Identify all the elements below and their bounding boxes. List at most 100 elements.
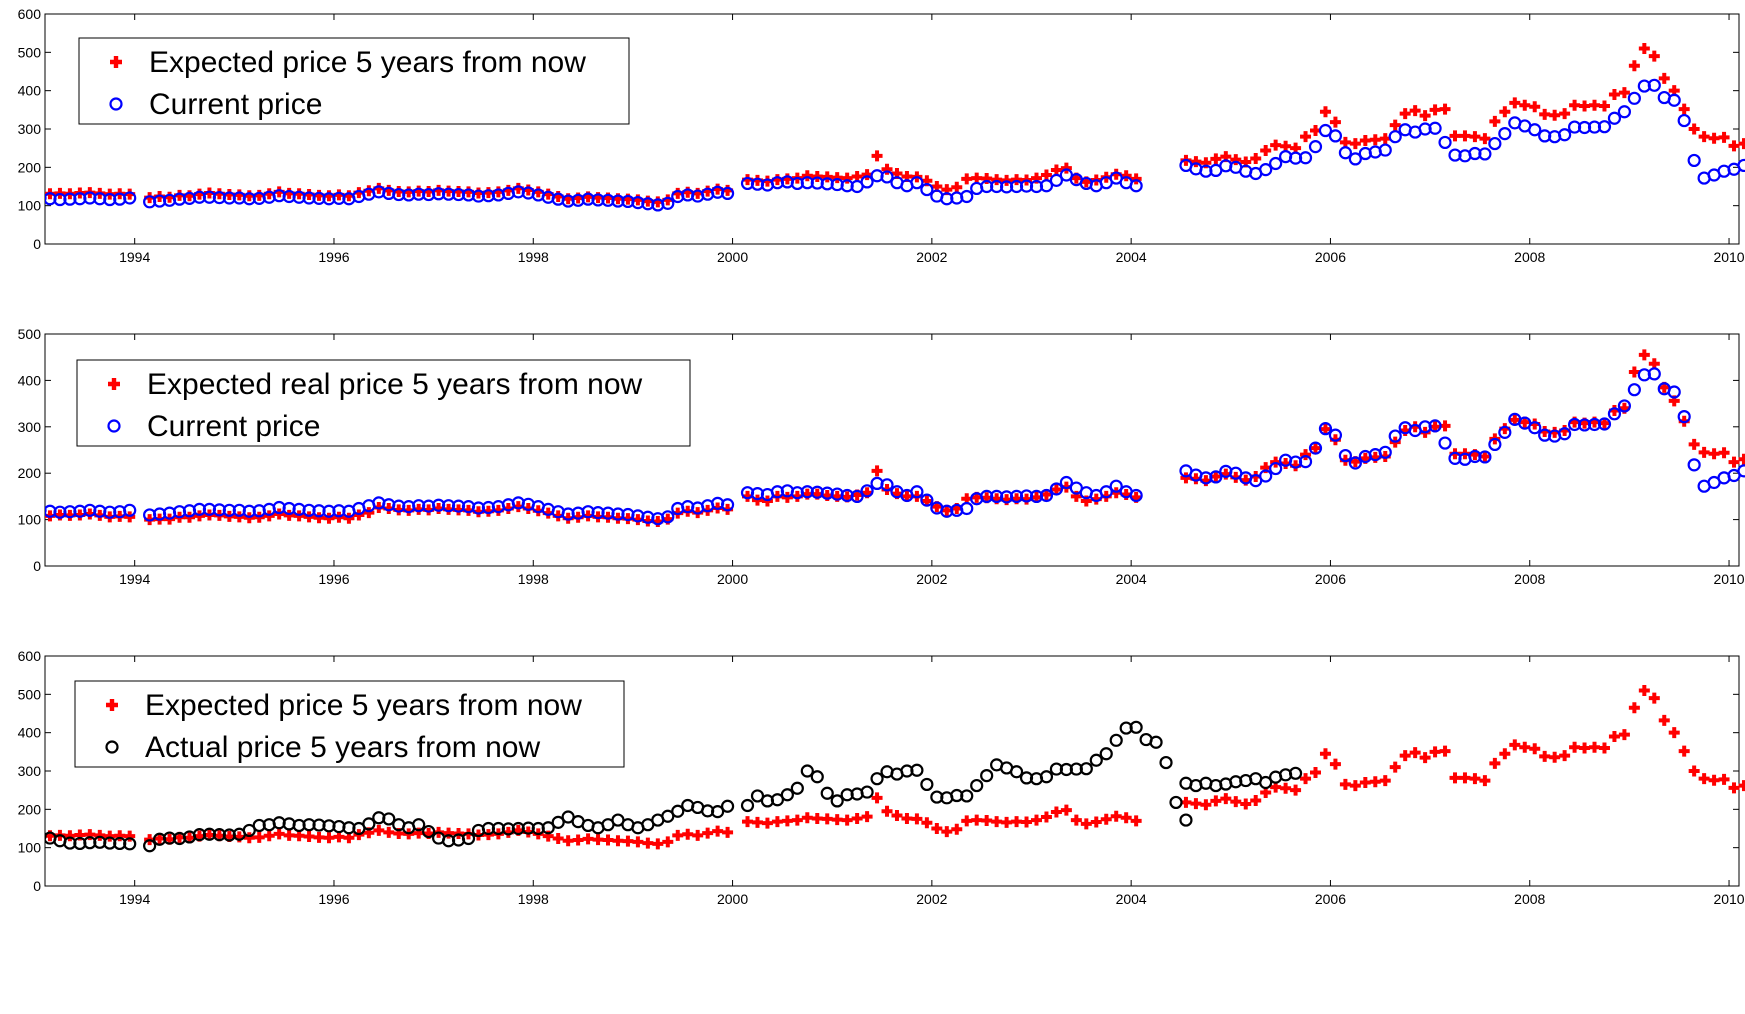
data-point-plus: [1509, 414, 1521, 426]
data-point-plus: [1120, 170, 1132, 182]
data-point-plus: [981, 814, 993, 826]
data-point-plus: [502, 502, 514, 514]
data-point-circle: [1478, 147, 1492, 161]
data-point-plus: [662, 513, 674, 525]
data-point-plus: [1598, 417, 1610, 429]
data-point-plus: [951, 823, 963, 835]
data-point-plus: [1319, 423, 1331, 435]
data-point-plus: [961, 173, 973, 185]
y-tick-label: 400: [18, 372, 42, 388]
data-point-circle: [1388, 130, 1402, 144]
data-point-plus: [1240, 156, 1252, 168]
data-point-plus: [1001, 494, 1013, 506]
data-point-plus: [482, 187, 494, 199]
data-point-plus: [1648, 692, 1660, 704]
data-point-plus: [1030, 172, 1042, 184]
x-tick-label: 1994: [119, 249, 150, 265]
data-point-plus: [1110, 168, 1122, 180]
data-point-plus: [433, 502, 445, 514]
data-point-plus: [1080, 495, 1092, 507]
data-point-circle: [711, 805, 725, 819]
data-point-plus: [652, 838, 664, 850]
data-point-plus: [1589, 741, 1601, 753]
data-point-circle: [720, 186, 735, 200]
data-point-circle: [1259, 775, 1273, 790]
data-point-plus: [911, 813, 923, 825]
data-point-plus: [243, 832, 255, 844]
data-point-circle: [1259, 469, 1273, 483]
data-point-plus: [1608, 731, 1620, 742]
data-point-plus: [443, 827, 455, 839]
y-tick-label: 500: [18, 44, 42, 60]
data-point-plus: [1589, 416, 1601, 428]
data-point-plus: [702, 185, 714, 197]
data-point-plus: [562, 512, 574, 524]
data-point-plus: [472, 187, 484, 199]
data-point-circle: [1607, 111, 1622, 125]
data-point-circle: [1737, 158, 1745, 173]
data-point-plus: [941, 826, 953, 838]
data-point-circle: [860, 175, 874, 189]
data-point-plus: [373, 182, 385, 194]
data-point-plus: [921, 817, 933, 829]
data-point-plus: [1449, 772, 1461, 784]
data-point-circle: [960, 189, 974, 204]
data-point-circle: [1338, 146, 1352, 160]
data-point-circle: [1667, 93, 1681, 107]
data-point-circle: [970, 778, 984, 793]
data-point-plus: [54, 509, 66, 521]
data-point-plus: [791, 490, 803, 502]
data-point-plus: [742, 816, 754, 828]
data-point-plus: [1250, 470, 1262, 482]
data-point-circle: [1597, 120, 1612, 134]
data-point-plus: [522, 502, 534, 514]
data-point-circle: [1687, 458, 1701, 472]
x-tick-label: 2008: [1514, 891, 1545, 907]
data-point-plus: [243, 190, 255, 202]
data-point-plus: [174, 189, 186, 201]
legend-marker: [108, 378, 120, 390]
data-point-plus: [652, 196, 664, 208]
data-point-plus: [1120, 489, 1132, 501]
data-point-circle: [1488, 437, 1502, 452]
data-point-plus: [64, 509, 76, 521]
data-point-circle: [1498, 425, 1512, 439]
data-point-plus: [871, 792, 883, 804]
data-point-plus: [1688, 123, 1700, 135]
data-point-circle: [1149, 735, 1163, 749]
data-point-plus: [1658, 381, 1670, 393]
data-point-plus: [1210, 470, 1222, 482]
x-tick-label: 2002: [916, 249, 947, 265]
y-tick-label: 200: [18, 801, 42, 817]
data-point-circle: [1109, 733, 1123, 747]
data-point-plus: [1608, 89, 1620, 100]
data-point-plus: [961, 815, 973, 827]
data-point-plus: [632, 514, 644, 526]
data-point-circle: [661, 196, 675, 210]
data-point-plus: [1479, 133, 1491, 145]
data-point-plus: [552, 832, 564, 844]
data-point-plus: [94, 509, 106, 521]
data-point-plus: [1319, 748, 1331, 760]
data-point-plus: [1040, 489, 1052, 501]
data-point-circle: [740, 798, 755, 813]
data-point-plus: [193, 188, 205, 200]
data-point-circle: [412, 818, 426, 832]
data-point-plus: [463, 504, 474, 516]
data-point-plus: [1698, 446, 1710, 458]
data-point-plus: [1738, 138, 1745, 150]
x-tick-label: 1998: [518, 571, 549, 587]
data-point-plus: [1230, 796, 1242, 808]
data-point-plus: [931, 501, 943, 513]
data-point-circle: [1259, 163, 1273, 177]
data-point-circle: [1209, 470, 1223, 484]
data-point-plus: [1369, 451, 1381, 463]
data-point-plus: [223, 831, 235, 843]
data-point-plus: [881, 805, 893, 817]
data-point-plus: [1389, 119, 1401, 131]
legend-box: [78, 37, 630, 125]
data-point-plus: [253, 831, 265, 843]
data-point-plus: [742, 174, 754, 186]
data-point-plus: [1708, 132, 1720, 144]
data-point-circle: [382, 812, 396, 826]
